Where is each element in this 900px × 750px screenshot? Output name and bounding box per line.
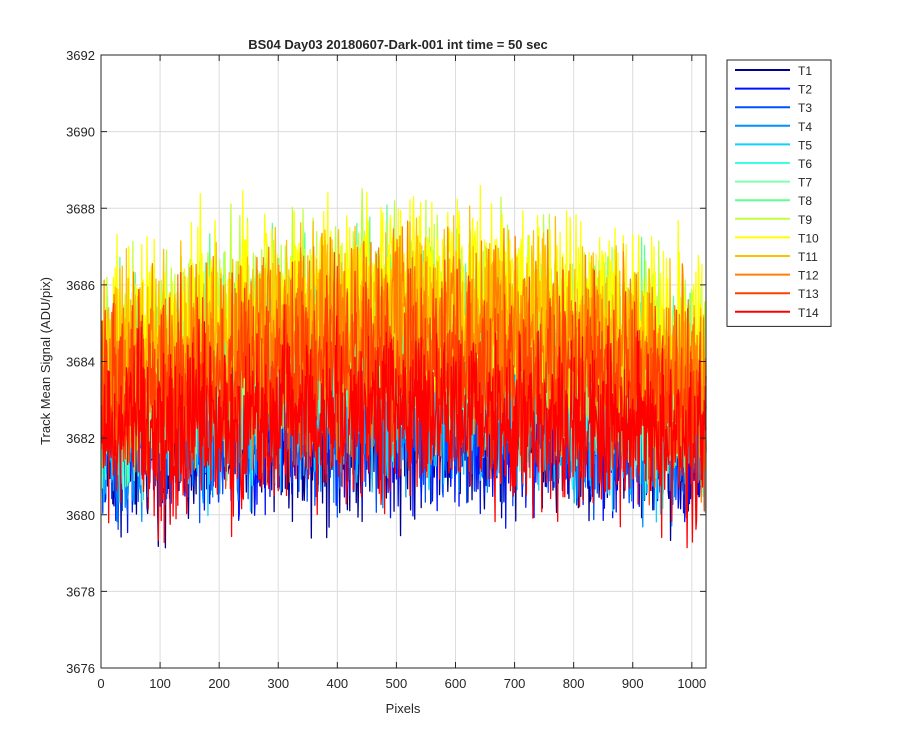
legend-label: T7 [798,176,812,190]
y-tick-label: 3684 [66,355,95,370]
x-tick-label: 600 [445,676,467,691]
legend-label: T3 [798,101,812,115]
legend-label: T14 [798,306,819,320]
legend-label: T10 [798,231,819,245]
y-tick-label: 3692 [66,48,95,63]
chart-title: BS04 Day03 20180607-Dark-001 int time = … [248,37,548,52]
x-tick-label: 500 [386,676,408,691]
y-tick-label: 3688 [66,201,95,216]
legend-label: T2 [798,83,812,97]
y-tick-label: 3686 [66,278,95,293]
y-axis-label: Track Mean Signal (ADU/pix) [38,277,53,445]
legend-label: T6 [798,157,812,171]
x-tick-label: 200 [208,676,230,691]
x-tick-label: 800 [563,676,585,691]
legend: T1 T2 T3 T4 T5 T6 T7 T8 T9 T10 T11 T12 T13 T14 [726,59,832,327]
legend-label: T8 [798,194,812,208]
legend-label: T5 [798,138,812,152]
legend-box [726,59,832,327]
x-tick-label: 400 [326,676,348,691]
series-lines [100,184,707,549]
legend-label: T11 [798,250,818,264]
x-tick-label: 300 [267,676,289,691]
x-tick-label: 100 [149,676,171,691]
x-axis-ticks: 0 100 200 300 400 500 600 700 800 900 1000 [97,55,706,691]
legend-label: T1 [798,64,812,78]
legend-label: T12 [798,269,819,283]
x-tick-label: 0 [97,676,104,691]
legend-label: T9 [798,213,812,227]
x-tick-label: 1000 [677,676,706,691]
y-tick-label: 3678 [66,584,95,599]
y-tick-label: 3680 [66,508,95,523]
x-tick-label: 700 [504,676,526,691]
y-tick-label: 3676 [66,661,95,676]
x-tick-label: 900 [622,676,644,691]
y-tick-label: 3690 [66,125,95,140]
legend-label: T13 [798,287,819,301]
x-axis-label: Pixels [386,701,421,716]
series-line-t14 [100,304,707,549]
y-tick-label: 3682 [66,431,95,446]
y-axis-ticks: 3676 3678 3680 3682 3684 3686 3688 3690 3692 [66,48,706,676]
legend-label: T4 [798,120,812,134]
